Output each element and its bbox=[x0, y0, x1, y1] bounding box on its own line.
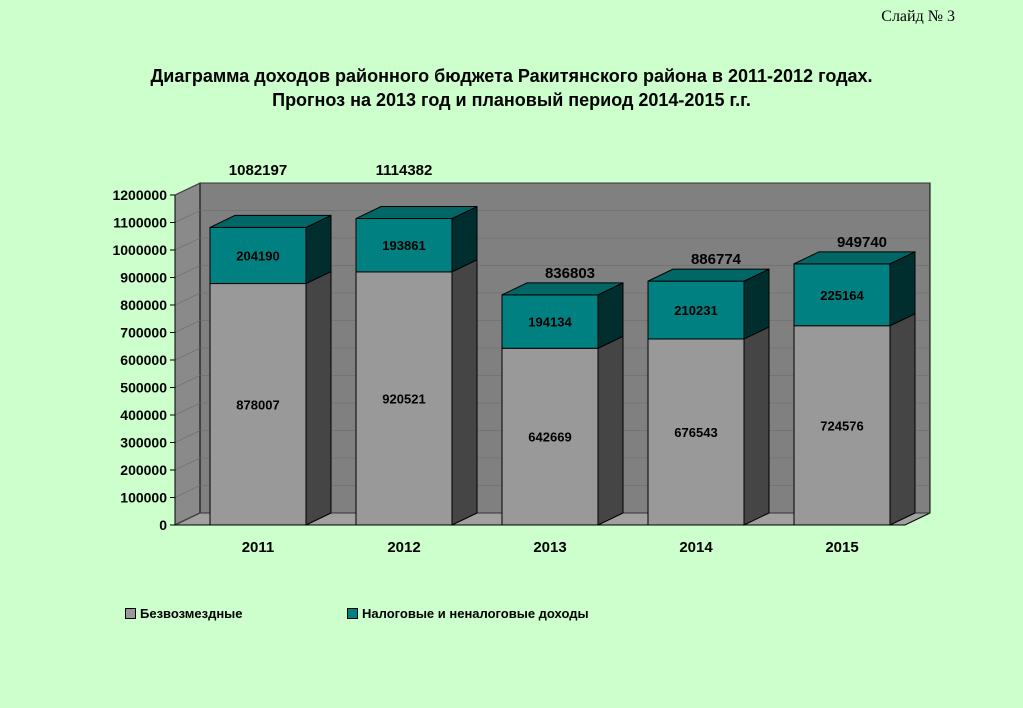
bar-top bbox=[209, 214, 332, 228]
data-label-grants: 920521 bbox=[382, 391, 425, 406]
bar-grants-side bbox=[889, 312, 916, 526]
gridline bbox=[174, 265, 930, 278]
bar-top bbox=[501, 282, 624, 296]
total-label: 1082197 bbox=[229, 162, 287, 179]
legend-item-grants: Безвозмездные bbox=[125, 606, 243, 621]
bar-top bbox=[647, 268, 770, 282]
y-tick-label: 900000 bbox=[120, 270, 167, 286]
title-line-1: Диаграмма доходов районного бюджета Раки… bbox=[150, 66, 873, 86]
gridline bbox=[174, 210, 930, 223]
data-label-tax: 204190 bbox=[236, 248, 279, 263]
bar-tax-front bbox=[793, 263, 891, 327]
y-tick-label: 0 bbox=[159, 517, 167, 533]
gridline bbox=[174, 182, 930, 196]
y-tick-label: 800000 bbox=[120, 297, 167, 313]
bar-top bbox=[355, 206, 478, 220]
y-tick-label: 1000000 bbox=[112, 242, 167, 258]
data-label-tax: 194134 bbox=[528, 315, 572, 330]
y-tick-label: 400000 bbox=[120, 407, 167, 423]
data-label-tax: 193861 bbox=[382, 238, 425, 253]
y-tick-label: 300000 bbox=[120, 435, 167, 451]
legend-label-grants: Безвозмездные bbox=[140, 606, 243, 621]
legend-swatch-grants bbox=[125, 608, 136, 619]
data-label-grants: 642669 bbox=[528, 430, 571, 445]
y-tick-label: 200000 bbox=[120, 462, 167, 478]
bar-grants-front bbox=[501, 347, 599, 526]
total-label: 1114382 bbox=[376, 162, 433, 179]
chart-title: Диаграмма доходов районного бюджета Раки… bbox=[0, 64, 1023, 112]
legend-label-tax: Налоговые и неналоговые доходы bbox=[362, 606, 589, 621]
bar-tax-side bbox=[889, 251, 916, 327]
total-label: 949740 bbox=[837, 234, 887, 251]
bar-grants-front bbox=[647, 338, 745, 526]
x-tick-label: 2015 bbox=[825, 539, 858, 556]
title-line-2: Прогноз на 2013 год и плановый период 20… bbox=[272, 90, 751, 110]
x-tick-label: 2012 bbox=[387, 539, 420, 556]
y-tick-label: 100000 bbox=[120, 490, 167, 506]
data-label-tax: 225164 bbox=[820, 288, 864, 303]
y-tick-label: 500000 bbox=[120, 380, 167, 396]
y-tick-label: 1100000 bbox=[113, 215, 167, 231]
data-label-grants: 724576 bbox=[820, 418, 863, 433]
y-tick-label: 1200000 bbox=[112, 187, 167, 203]
legend-item-tax: Налоговые и неналоговые доходы bbox=[347, 606, 589, 621]
bar-top bbox=[793, 251, 916, 265]
bar-grants-side bbox=[451, 259, 478, 526]
x-tick-label: 2013 bbox=[533, 539, 566, 556]
gridline bbox=[174, 237, 930, 251]
legend-swatch-tax bbox=[347, 608, 358, 619]
data-label-grants: 676543 bbox=[674, 425, 717, 440]
data-label-tax: 210231 bbox=[674, 303, 717, 318]
x-tick-label: 2014 bbox=[679, 539, 713, 556]
x-tick-label: 2011 bbox=[242, 539, 275, 556]
bar-grants-side bbox=[743, 326, 770, 526]
total-label: 836803 bbox=[545, 265, 595, 282]
bar-tax-front bbox=[355, 218, 453, 273]
bar-tax-front bbox=[209, 226, 307, 285]
bar-grants-front bbox=[355, 271, 453, 526]
slide-number: Слайд № 3 bbox=[881, 8, 955, 25]
bar-grants-side bbox=[305, 270, 332, 526]
total-label: 886774 bbox=[691, 251, 742, 268]
bar-tax-front bbox=[647, 280, 745, 340]
bar-grants-side bbox=[597, 335, 624, 526]
y-tick-label: 700000 bbox=[120, 325, 167, 341]
y-tick-label: 600000 bbox=[120, 352, 167, 368]
data-label-grants: 878007 bbox=[236, 397, 279, 412]
